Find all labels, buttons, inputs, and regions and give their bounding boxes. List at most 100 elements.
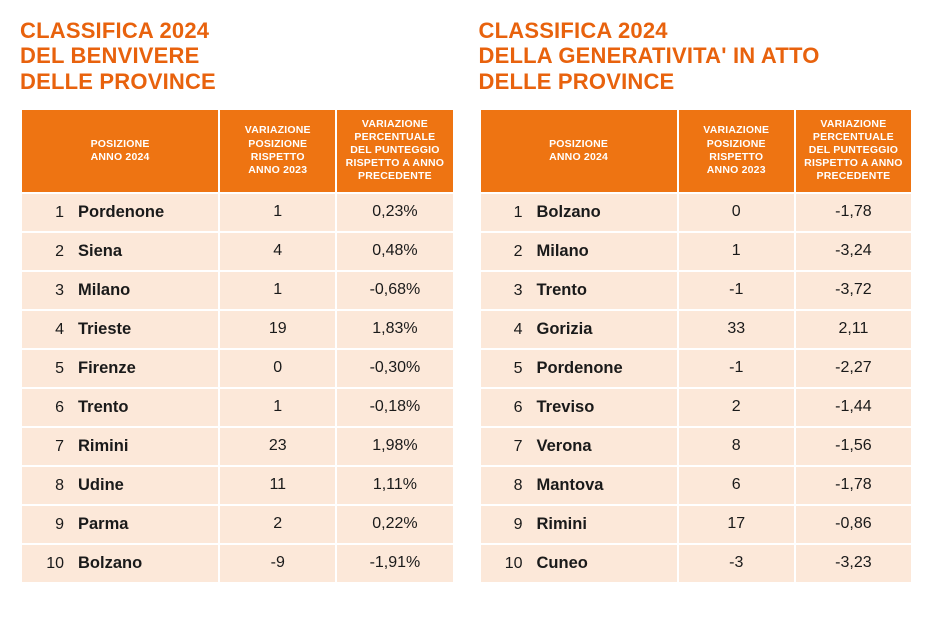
rank-cell: 2Siena	[22, 233, 218, 270]
rank-cell: 1 Bolzano	[481, 194, 677, 231]
rank-number: 6	[40, 399, 64, 417]
tables-container: CLASSIFICA 2024DEL BENVIVEREDELLE PROVIN…	[20, 18, 913, 584]
variation-cell: -9	[220, 545, 335, 582]
table-row: 8Udine111,11%	[22, 467, 453, 504]
table-row: 8Mantova6-1,78	[481, 467, 912, 504]
rank-number: 1	[499, 204, 523, 222]
left-th-pct: VARIAZIONEPERCENTUALEDEL PUNTEGGIORISPET…	[337, 110, 452, 192]
rank-number: 2	[40, 243, 64, 261]
rank-cell: 10 Bolzano	[22, 545, 218, 582]
percent-cell: 1,98%	[337, 428, 452, 465]
variation-cell: 8	[679, 428, 794, 465]
variation-cell: 19	[220, 311, 335, 348]
table-row: 9Rimini17-0,86	[481, 506, 912, 543]
percent-cell: 2,11	[796, 311, 911, 348]
percent-cell: -2,27	[796, 350, 911, 387]
table-row: 1Pordenone10,23%	[22, 194, 453, 231]
rank-cell: 1 Pordenone	[22, 194, 218, 231]
rank-number: 5	[499, 360, 523, 378]
city-name: Parma	[78, 515, 128, 533]
rank-number: 4	[499, 321, 523, 339]
table-row: 10 Cuneo -3-3,23	[481, 545, 912, 582]
variation-cell: 0	[220, 350, 335, 387]
table-row: 1 Bolzano 0-1,78	[481, 194, 912, 231]
variation-cell: -1	[679, 272, 794, 309]
variation-cell: 33	[679, 311, 794, 348]
variation-cell: 2	[220, 506, 335, 543]
rank-cell: 7Verona	[481, 428, 677, 465]
rank-number: 5	[40, 360, 64, 378]
rank-cell: 8 Mantova	[481, 467, 677, 504]
rank-number: 10	[40, 555, 64, 573]
city-name: Pordenone	[78, 203, 164, 221]
variation-cell: -3	[679, 545, 794, 582]
percent-cell: 0,48%	[337, 233, 452, 270]
rank-cell: 6Treviso	[481, 389, 677, 426]
percent-cell: -1,78	[796, 467, 911, 504]
city-name: Bolzano	[78, 554, 142, 572]
table-row: 2Milano1-3,24	[481, 233, 912, 270]
table-row: 6Treviso2-1,44	[481, 389, 912, 426]
percent-cell: -0,68%	[337, 272, 452, 309]
table-row: 5 Pordenone -1-2,27	[481, 350, 912, 387]
rank-cell: 3 Milano	[22, 272, 218, 309]
table-row: 3 Milano 1-0,68%	[22, 272, 453, 309]
percent-cell: -1,78	[796, 194, 911, 231]
left-th-pos: POSIZIONEANNO 2024	[22, 110, 218, 192]
percent-cell: -3,72	[796, 272, 911, 309]
table-row: 7Verona8-1,56	[481, 428, 912, 465]
percent-cell: -3,23	[796, 545, 911, 582]
rank-cell: 4 Gorizia	[481, 311, 677, 348]
rank-number: 8	[40, 477, 64, 495]
right-th-var: VARIAZIONEPOSIZIONERISPETTOANNO 2023	[679, 110, 794, 192]
city-name: Pordenone	[537, 359, 623, 377]
city-name: Trento	[78, 398, 128, 416]
city-name: Firenze	[78, 359, 136, 377]
rank-number: 8	[499, 477, 523, 495]
city-name: Mantova	[537, 476, 604, 494]
left-table: POSIZIONEANNO 2024 VARIAZIONEPOSIZIONERI…	[20, 108, 455, 584]
rank-number: 9	[499, 516, 523, 534]
variation-cell: 4	[220, 233, 335, 270]
right-title: CLASSIFICA 2024DELLA GENERATIVITA' IN AT…	[479, 18, 914, 94]
rank-number: 3	[40, 282, 64, 300]
variation-cell: 23	[220, 428, 335, 465]
rank-number: 3	[499, 282, 523, 300]
city-name: Bolzano	[537, 203, 601, 221]
percent-cell: -0,18%	[337, 389, 452, 426]
variation-cell: 1	[679, 233, 794, 270]
rank-cell: 2Milano	[481, 233, 677, 270]
city-name: Milano	[78, 281, 130, 299]
table-row: 3Trento-1-3,72	[481, 272, 912, 309]
table-row: 4Trieste191,83%	[22, 311, 453, 348]
variation-cell: 1	[220, 272, 335, 309]
variation-cell: 0	[679, 194, 794, 231]
variation-cell: 2	[679, 389, 794, 426]
city-name: Cuneo	[537, 554, 588, 572]
percent-cell: 1,83%	[337, 311, 452, 348]
rank-cell: 9Rimini	[481, 506, 677, 543]
right-table: POSIZIONEANNO 2024 VARIAZIONEPOSIZIONERI…	[479, 108, 914, 584]
rank-number: 10	[499, 555, 523, 573]
rank-cell: 9 Parma	[22, 506, 218, 543]
rank-number: 9	[40, 516, 64, 534]
left-th-var: VARIAZIONEPOSIZIONERISPETTOANNO 2023	[220, 110, 335, 192]
right-panel: CLASSIFICA 2024DELLA GENERATIVITA' IN AT…	[479, 18, 914, 584]
rank-cell: 6 Trento	[22, 389, 218, 426]
left-tbody: 1Pordenone10,23%2Siena40,48%3Milano1-0,6…	[22, 194, 453, 582]
rank-number: 2	[499, 243, 523, 261]
rank-number: 7	[40, 438, 64, 456]
city-name: Gorizia	[537, 320, 593, 338]
rank-cell: 5 Pordenone	[481, 350, 677, 387]
right-th-pos: POSIZIONEANNO 2024	[481, 110, 677, 192]
variation-cell: -1	[679, 350, 794, 387]
rank-cell: 4Trieste	[22, 311, 218, 348]
variation-cell: 17	[679, 506, 794, 543]
rank-number: 1	[40, 204, 64, 222]
table-row: 5Firenze0-0,30%	[22, 350, 453, 387]
table-row: 9Parma20,22%	[22, 506, 453, 543]
percent-cell: -0,86	[796, 506, 911, 543]
table-row: 6Trento1-0,18%	[22, 389, 453, 426]
rank-cell: 5 Firenze	[22, 350, 218, 387]
left-title: CLASSIFICA 2024DEL BENVIVEREDELLE PROVIN…	[20, 18, 455, 94]
